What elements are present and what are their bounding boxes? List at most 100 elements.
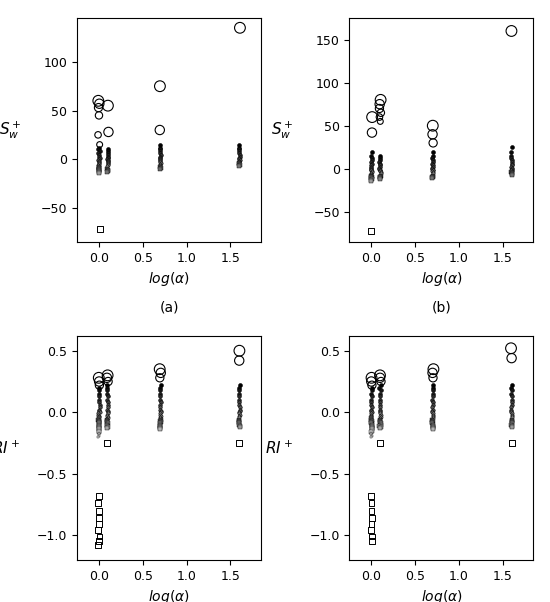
Point: [429, 414, 438, 423]
Point: [376, 385, 385, 395]
Point: [428, 373, 437, 383]
Point: [428, 409, 437, 418]
Point: [507, 383, 515, 393]
Point: [95, 380, 104, 390]
Point: [94, 149, 103, 158]
Point: [507, 403, 516, 412]
Point: [429, 383, 438, 393]
Point: [94, 150, 103, 160]
Point: [103, 166, 112, 176]
Point: [367, 377, 376, 386]
Point: [367, 385, 376, 395]
Point: [103, 154, 112, 164]
Point: [156, 161, 164, 171]
Point: [156, 409, 164, 418]
Point: [367, 164, 376, 173]
Point: [156, 414, 164, 423]
Point: [376, 397, 384, 407]
Point: [103, 423, 112, 433]
Point: [376, 161, 384, 170]
Point: [428, 161, 437, 170]
Point: [95, 373, 103, 383]
Point: [103, 165, 112, 175]
Point: [508, 410, 516, 420]
Point: [95, 532, 104, 541]
Point: [428, 147, 437, 157]
Point: [367, 411, 376, 421]
Point: [95, 406, 104, 416]
Point: [429, 364, 438, 374]
Point: [95, 506, 103, 515]
Point: [508, 417, 516, 427]
Point: [156, 154, 165, 164]
Point: [507, 151, 516, 161]
Point: [156, 143, 164, 152]
Point: [235, 405, 244, 415]
Point: [508, 422, 516, 432]
Point: [156, 422, 164, 432]
Point: [95, 166, 103, 176]
Point: [234, 383, 243, 393]
Point: [103, 412, 112, 422]
Point: [155, 420, 164, 429]
Point: [376, 168, 385, 178]
Point: [507, 380, 516, 390]
Point: [235, 415, 244, 424]
Point: [103, 395, 112, 405]
Point: [508, 385, 516, 395]
Point: [235, 418, 244, 428]
Point: [367, 429, 376, 438]
Point: [508, 409, 516, 418]
Point: [103, 144, 112, 154]
Point: [95, 408, 104, 417]
Point: [156, 125, 164, 135]
Point: [94, 165, 103, 175]
Point: [367, 410, 376, 420]
Point: [235, 417, 244, 427]
Point: [95, 162, 103, 172]
Point: [156, 391, 164, 401]
Point: [367, 415, 376, 424]
Y-axis label: $RI^+$: $RI^+$: [0, 439, 20, 456]
Point: [103, 416, 112, 426]
Point: [103, 149, 112, 158]
Point: [156, 385, 165, 395]
Point: [367, 403, 376, 412]
Point: [367, 373, 376, 383]
Point: [235, 380, 244, 390]
Point: [429, 171, 438, 181]
Point: [367, 154, 376, 163]
Point: [155, 405, 164, 415]
Point: [508, 167, 516, 176]
Point: [507, 154, 516, 163]
Point: [94, 417, 103, 427]
Point: [368, 112, 377, 122]
Point: [508, 397, 516, 407]
Point: [367, 414, 376, 423]
Point: [367, 167, 376, 177]
Point: [428, 163, 437, 173]
Point: [507, 161, 516, 170]
Point: [367, 520, 376, 529]
Point: [94, 423, 103, 433]
Point: [376, 412, 385, 422]
Point: [235, 154, 244, 164]
Point: [95, 166, 103, 176]
Point: [94, 164, 103, 174]
Point: [94, 144, 103, 154]
Point: [367, 162, 376, 172]
Point: [95, 421, 103, 430]
Point: [95, 422, 103, 432]
Point: [367, 423, 376, 433]
Point: [94, 427, 103, 436]
Point: [103, 380, 112, 390]
Point: [376, 167, 384, 176]
Point: [95, 165, 103, 175]
Point: [428, 412, 437, 422]
Point: [103, 411, 112, 421]
Point: [367, 506, 376, 515]
Point: [95, 397, 103, 407]
Point: [95, 431, 104, 441]
Point: [103, 415, 112, 424]
Point: [367, 416, 376, 426]
